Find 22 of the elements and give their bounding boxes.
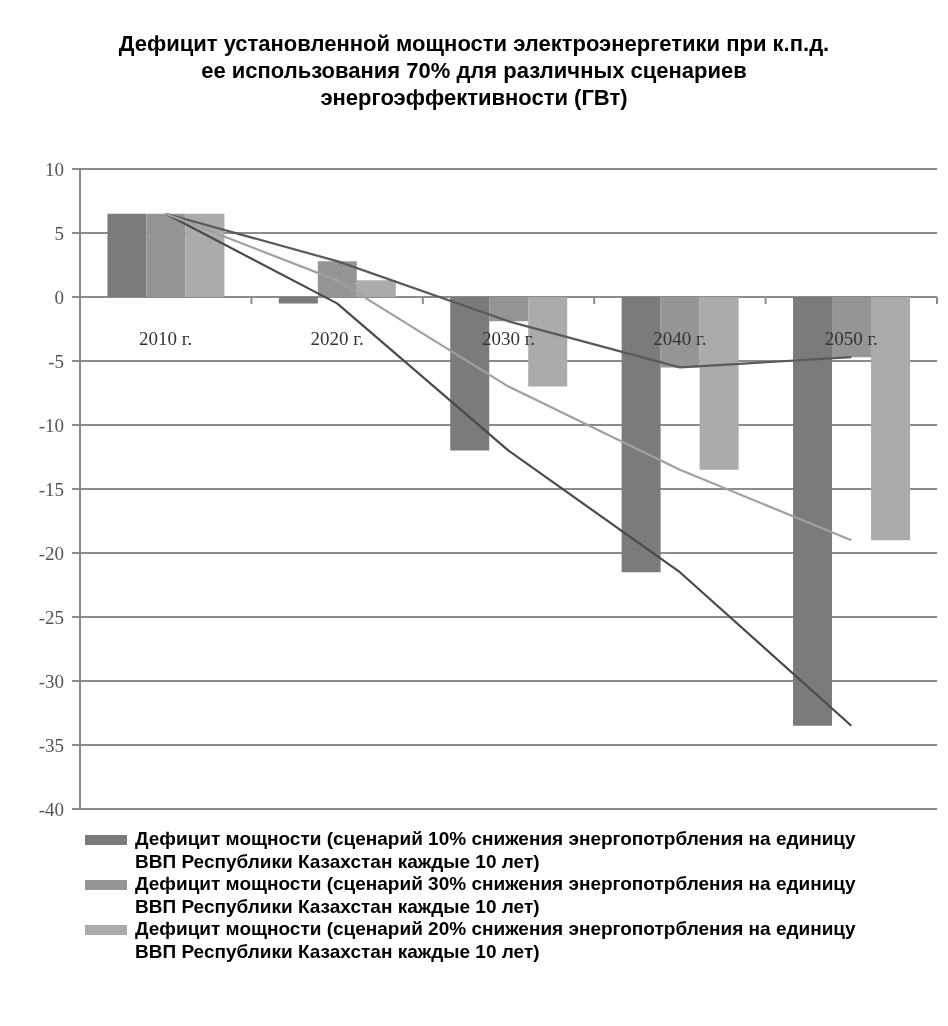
chart-title: Дефицит установленной мощности электроэнергетики при к.п.д. ее использования 70% для различных сценариев энергоэффективности (ГВт) (117, 30, 831, 111)
y-tick-label: -35 (38, 734, 64, 756)
y-tick-label: 10 (45, 158, 64, 180)
legend-label: Дефицит мощности (сценарий 30% снижения энергопотрбления на единицу ВВП Республики Казахстан каждые 10 лет) (135, 873, 857, 918)
x-tick-label: 2010 г. (139, 328, 193, 349)
y-tick-label: 5 (54, 222, 64, 244)
legend-label: Дефицит мощности (сценарий 20% снижения энергопотрбления на единицу ВВП Республики Казахстан каждые 10 лет) (135, 918, 857, 963)
x-tick-label: 2020 г. (310, 328, 364, 349)
y-tick-label: -20 (38, 542, 64, 564)
bar (107, 213, 147, 297)
legend-label: Дефицит мощности (сценарий 10% снижения энергопотрбления на единицу ВВП Республики Казахстан каждые 10 лет) (135, 828, 857, 873)
y-tick-label: -10 (38, 414, 64, 436)
x-tick-label: 2040 г. (653, 328, 707, 349)
bar (356, 280, 396, 297)
y-tick-label: -25 (38, 606, 64, 628)
y-tick-label: 0 (54, 286, 64, 308)
bar (278, 297, 318, 304)
y-tick-label: -30 (38, 670, 64, 692)
y-tick-label: -5 (48, 350, 64, 372)
y-tick-label: -15 (38, 478, 64, 500)
y-tick-label: -40 (38, 798, 64, 820)
x-tick-label: 2050 г. (824, 328, 878, 349)
